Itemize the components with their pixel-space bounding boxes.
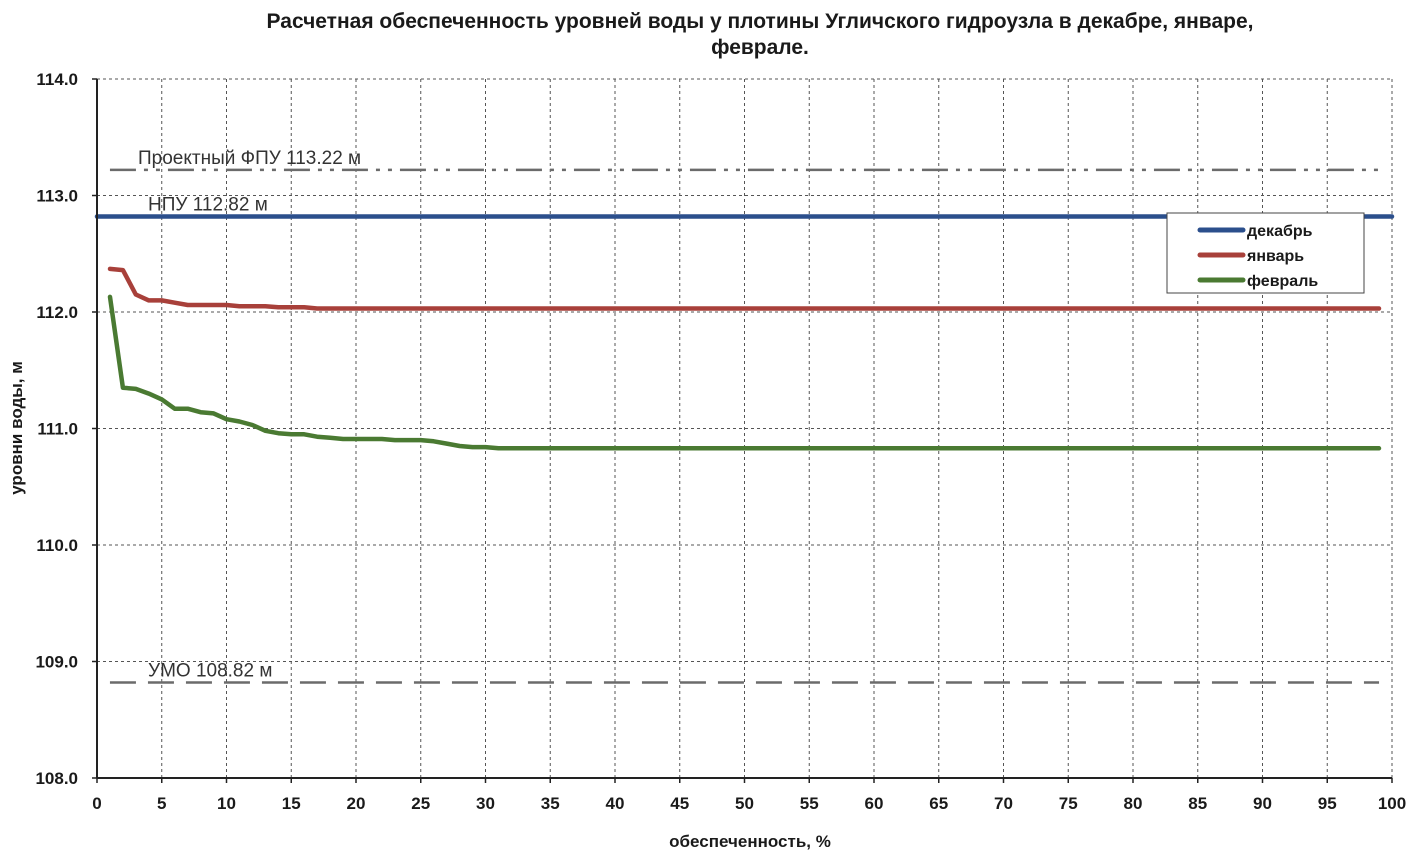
x-tick-label-50: 50 [735, 794, 754, 813]
x-tick-label-30: 30 [476, 794, 495, 813]
y-tick-label-108.0: 108.0 [35, 769, 78, 788]
x-tick-label-55: 55 [800, 794, 819, 813]
axes [92, 78, 1393, 783]
x-tick-label-100: 100 [1378, 794, 1406, 813]
y-tick-label-111.0: 111.0 [37, 420, 78, 439]
chart-title-line-2: феврале. [711, 36, 809, 59]
legend-label-1: январь [1246, 248, 1304, 265]
x-tick-label-10: 10 [217, 794, 236, 813]
legend-label-0: декабрь [1247, 223, 1313, 240]
x-tick-label-65: 65 [929, 794, 948, 813]
x-tick-label-45: 45 [670, 794, 689, 813]
y-tick-label-113.0: 113.0 [36, 187, 78, 206]
x-tick-label-35: 35 [541, 794, 560, 813]
series-line-1 [107, 266, 1382, 311]
reference-lines: Проектный ФПУ 113.22 м НПУ 112.82 м УМО 10… [109, 148, 1380, 684]
x-axis-label: обеспеченность, % [669, 832, 831, 851]
ref-line-label-1: НПУ 112.82 м [148, 194, 268, 215]
x-tick-label-80: 80 [1124, 794, 1143, 813]
grid [97, 78, 1393, 778]
y-tick-label-109.0: 109.0 [35, 653, 78, 672]
ref-line-label-2: УМО 108.82 м [148, 660, 272, 681]
ref-line-label-0: Проектный ФПУ 113.22 м [138, 148, 361, 169]
x-tick-label-0: 0 [92, 794, 101, 813]
y-tick-label-114.0: 114.0 [36, 70, 78, 89]
x-tick-label-70: 70 [994, 794, 1013, 813]
legend-label-2: февраль [1247, 273, 1318, 290]
x-tick-label-15: 15 [282, 794, 301, 813]
x-tick-label-95: 95 [1318, 794, 1337, 813]
x-tick-label-90: 90 [1253, 794, 1272, 813]
x-tick-label-5: 5 [157, 794, 166, 813]
x-tick-label-75: 75 [1059, 794, 1078, 813]
y-tick-label-112.0: 112.0 [36, 303, 78, 322]
y-tick-label-110.0: 110.0 [36, 536, 78, 555]
chart-title-line-1: Расчетная обеспеченность уровней воды у … [267, 10, 1254, 33]
legend: декабрь январь февраль [1166, 212, 1365, 294]
tick-labels: 0 5 10 15 20 25 30 35 40 45 50 55 60 65 70 75 80 85 90 95 10… [35, 70, 1406, 813]
y-axis-label: уровни воды, м [7, 361, 26, 495]
x-tick-label-20: 20 [347, 794, 366, 813]
x-tick-label-40: 40 [606, 794, 625, 813]
series-line-2 [107, 294, 1382, 451]
x-tick-label-25: 25 [411, 794, 430, 813]
x-tick-label-85: 85 [1188, 794, 1207, 813]
x-tick-label-60: 60 [865, 794, 884, 813]
